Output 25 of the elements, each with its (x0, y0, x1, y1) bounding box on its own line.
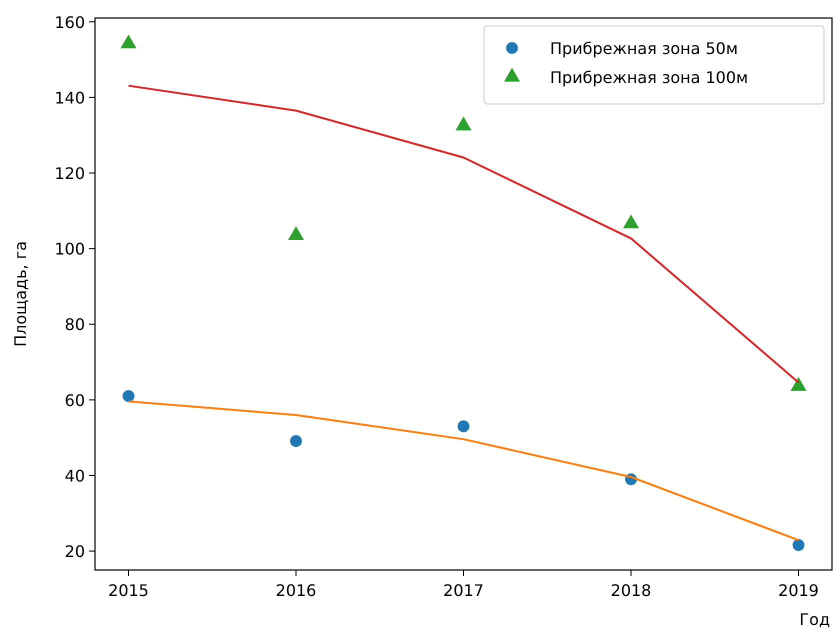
point (288, 226, 304, 240)
point (120, 34, 136, 48)
point (290, 435, 302, 447)
x-tick-label: 2015 (108, 581, 149, 600)
point (792, 539, 804, 551)
legend-label: Прибрежная зона 50м (550, 39, 738, 58)
y-tick-label: 20 (64, 542, 85, 562)
point (623, 214, 639, 228)
legend-label: Прибрежная зона 100м (550, 68, 748, 87)
x-tick-label: 2017 (443, 581, 484, 600)
point (122, 390, 134, 402)
y-tick-label: 140 (54, 88, 85, 108)
y-tick-label: 100 (54, 240, 85, 259)
point (458, 420, 470, 432)
x-axis-title: Год (799, 610, 830, 629)
x-tick-label: 2019 (778, 581, 819, 600)
y-tick-label: 80 (64, 315, 85, 334)
point (456, 116, 472, 130)
x-tick-label: 2018 (610, 581, 652, 600)
y-tick-label: 120 (54, 164, 85, 184)
y-axis-title: Площадь, га (11, 241, 30, 347)
y-tick-label: 160 (54, 12, 85, 32)
x-tick-label: 2016 (276, 581, 316, 600)
y-tick-label: 60 (64, 390, 85, 410)
y-tick-label: 40 (64, 466, 85, 486)
